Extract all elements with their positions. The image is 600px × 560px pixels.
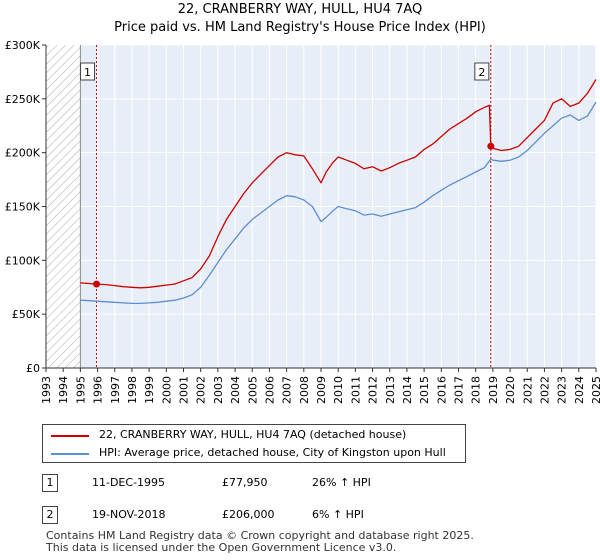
x-tick-label: 2008 [298, 376, 311, 404]
no-data-hatch [46, 45, 81, 368]
x-tick-label: 1997 [109, 376, 122, 404]
x-tick-label: 2015 [418, 376, 431, 404]
sale-hpi-diff: 26% ↑ HPI [312, 476, 371, 489]
x-tick-label: 2012 [367, 376, 380, 404]
x-tick-label: 1994 [57, 376, 70, 404]
x-tick-label: 1996 [92, 376, 105, 404]
y-tick-label: £150K [5, 201, 41, 214]
property-price-line [80, 79, 597, 289]
x-tick-label: 2024 [573, 376, 586, 404]
x-tick-label: 2001 [178, 376, 191, 404]
legend-swatch-property [51, 435, 89, 437]
x-tick-label: 2017 [453, 376, 466, 404]
y-tick-label: £300K [5, 39, 41, 52]
sale-label: 1 [84, 66, 91, 79]
y-tick-label: £50K [12, 308, 41, 321]
legend-item-property: 22, CRANBERRY WAY, HULL, HU4 7AQ (detach… [43, 427, 465, 445]
x-tick-label: 2013 [384, 376, 397, 404]
y-tick-label: £0 [26, 362, 40, 375]
x-tick-label: 2005 [246, 376, 259, 404]
x-tick-label: 1998 [126, 376, 139, 404]
sale-row-1: 1 11-DEC-1995 £77,950 26% ↑ HPI [42, 474, 562, 496]
x-tick-label: 2021 [521, 376, 534, 404]
x-tick-label: 2022 [538, 376, 551, 404]
sale-label: 2 [478, 66, 485, 79]
sale-price: £206,000 [222, 508, 275, 521]
sale-point [487, 142, 495, 150]
sale-date: 19-NOV-2018 [92, 508, 166, 521]
x-tick-label: 1995 [74, 376, 87, 404]
x-tick-label: 2003 [212, 376, 225, 404]
sale-point [93, 280, 101, 288]
x-tick-label: 2009 [315, 376, 328, 404]
x-tick-label: 2011 [349, 376, 362, 404]
x-tick-label: 2025 [590, 376, 600, 404]
x-tick-label: 2000 [160, 376, 173, 404]
x-tick-label: 2002 [195, 376, 208, 404]
sale-price: £77,950 [222, 476, 268, 489]
x-tick-label: 2023 [556, 376, 569, 404]
footer-copyright: Contains HM Land Registry data © Crown c… [46, 529, 474, 542]
sale-marker-badge: 2 [42, 506, 58, 524]
y-tick-label: £100K [5, 254, 41, 267]
legend-label-property: 22, CRANBERRY WAY, HULL, HU4 7AQ (detach… [99, 428, 407, 441]
sale-marker-badge: 1 [42, 474, 58, 492]
legend-label-hpi: HPI: Average price, detached house, City… [99, 446, 446, 459]
x-tick-label: 2016 [435, 376, 448, 404]
x-tick-label: 2020 [504, 376, 517, 404]
legend-swatch-hpi [51, 453, 89, 455]
x-tick-label: 2004 [229, 376, 242, 404]
sale-hpi-diff: 6% ↑ HPI [312, 508, 364, 521]
chart-title: 22, CRANBERRY WAY, HULL, HU4 7AQ [177, 2, 423, 17]
sale-row-2: 2 19-NOV-2018 £206,000 6% ↑ HPI [42, 506, 562, 528]
x-tick-label: 2007 [281, 376, 294, 404]
legend-item-hpi: HPI: Average price, detached house, City… [43, 445, 465, 463]
x-tick-label: 2019 [487, 376, 500, 404]
footer-licence: This data is licensed under the Open Gov… [46, 541, 397, 554]
x-tick-label: 1993 [40, 376, 53, 404]
x-tick-label: 2018 [470, 376, 483, 404]
sale-date: 11-DEC-1995 [92, 476, 166, 489]
x-tick-label: 2014 [401, 376, 414, 404]
hpi-line [80, 101, 597, 305]
y-tick-label: £250K [5, 93, 41, 106]
sale-label-box [474, 62, 490, 81]
x-tick-label: 1999 [143, 376, 156, 404]
x-tick-label: 2006 [263, 376, 276, 404]
chart-subtitle: Price paid vs. HM Land Registry's House … [114, 20, 486, 35]
price-chart: 1 2 £0 £50K £100K £150K £200K £250K £300K 1993 19… [5, 39, 600, 404]
y-tick-label: £200K [5, 147, 41, 160]
legend: 22, CRANBERRY WAY, HULL, HU4 7AQ (detach… [42, 424, 466, 463]
x-tick-label: 2010 [332, 376, 345, 404]
footer-attribution: Contains HM Land Registry data © Crown c… [46, 530, 474, 554]
sale-label-box [80, 62, 96, 81]
